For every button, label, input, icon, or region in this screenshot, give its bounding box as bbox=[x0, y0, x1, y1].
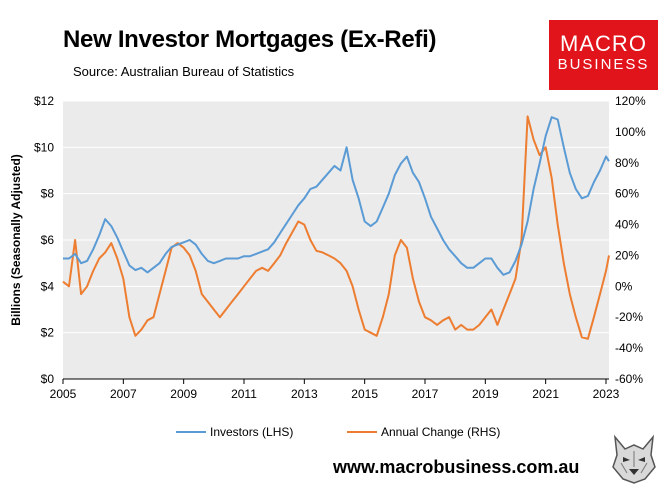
right-axis-ticks: -60% -40% -20% 0% 20% 40% 60% 80% 100% 120% bbox=[615, 94, 646, 386]
right-tick-label-9: 120% bbox=[615, 94, 646, 108]
x-tick-label-3: 2011 bbox=[231, 387, 257, 401]
x-tick-label-6: 2017 bbox=[412, 387, 439, 401]
right-tick-label-1: -40% bbox=[615, 341, 643, 355]
wolf-mascot-icon bbox=[612, 434, 656, 484]
x-tick-label-7: 2019 bbox=[472, 387, 499, 401]
right-tick-label-2: -20% bbox=[615, 310, 643, 324]
series-line-investors bbox=[63, 116, 610, 276]
x-tick-label-9: 2023 bbox=[593, 387, 620, 401]
macrobusiness-logo: MACRO BUSINESS bbox=[549, 20, 658, 90]
left-tick-label-6: $12 bbox=[34, 94, 54, 108]
x-tick-label-1: 2007 bbox=[110, 387, 137, 401]
logo-line-1: MACRO bbox=[560, 31, 647, 56]
chart-title: New Investor Mortgages (Ex-Refi) bbox=[63, 26, 437, 53]
x-axis-ticks: 2005 2007 2009 2011 2013 2015 2017 2019 2021 2023 bbox=[50, 379, 620, 401]
left-tick-label-1: $2 bbox=[41, 326, 55, 340]
series-layer bbox=[62, 115, 610, 340]
x-tick-label-0: 2005 bbox=[50, 387, 77, 401]
left-tick-label-4: $8 bbox=[41, 187, 55, 201]
right-tick-label-6: 60% bbox=[615, 187, 639, 201]
x-tick-label-5: 2015 bbox=[351, 387, 378, 401]
right-tick-label-8: 100% bbox=[615, 125, 646, 139]
right-tick-label-5: 40% bbox=[615, 218, 639, 232]
right-tick-label-3: 0% bbox=[615, 279, 633, 293]
x-tick-label-4: 2013 bbox=[291, 387, 318, 401]
left-tick-label-5: $10 bbox=[34, 140, 54, 154]
x-tick-label-2: 2009 bbox=[170, 387, 197, 401]
left-tick-label-2: $4 bbox=[41, 279, 55, 293]
left-axis-ticks: $0 $2 $4 $6 $8 $10 $12 bbox=[34, 94, 54, 386]
legend: Investors (LHS) Annual Change (RHS) bbox=[176, 425, 500, 439]
x-tick-label-8: 2021 bbox=[532, 387, 559, 401]
right-tick-label-4: 20% bbox=[615, 248, 639, 262]
website-url: www.macrobusiness.com.au bbox=[333, 457, 580, 477]
gridlines bbox=[63, 100, 609, 380]
left-tick-label-0: $0 bbox=[41, 372, 55, 386]
y-axis-label: Billions (Seasonally Adjusted) bbox=[9, 154, 23, 326]
right-tick-label-7: 80% bbox=[615, 156, 639, 170]
left-tick-label-3: $6 bbox=[41, 233, 55, 247]
logo-line-2: BUSINESS bbox=[557, 56, 650, 73]
legend-label-investors: Investors (LHS) bbox=[210, 425, 293, 439]
legend-label-annual-change: Annual Change (RHS) bbox=[381, 425, 500, 439]
right-tick-label-0: -60% bbox=[615, 372, 643, 386]
chart-source: Source: Australian Bureau of Statistics bbox=[73, 64, 295, 79]
